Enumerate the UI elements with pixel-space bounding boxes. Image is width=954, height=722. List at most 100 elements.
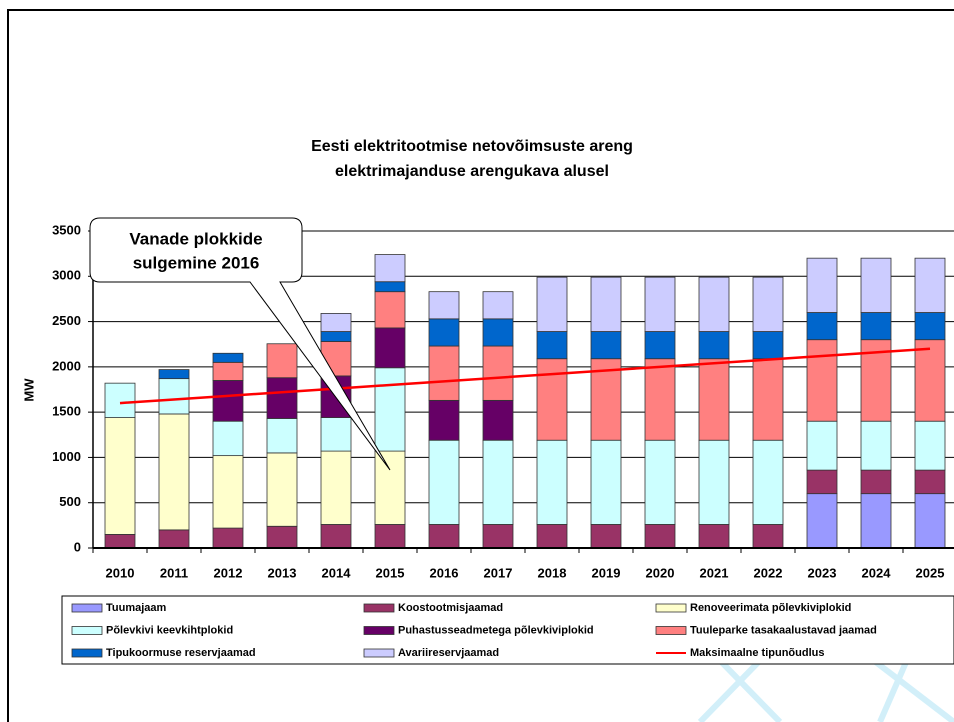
bar-segment xyxy=(483,440,513,524)
bar-segment xyxy=(159,379,189,414)
legend-label: Maksimaalne tipunõudlus xyxy=(690,647,824,659)
x-tick-label: 2017 xyxy=(484,565,513,580)
bar-segment xyxy=(375,368,405,451)
bar-segment xyxy=(699,359,729,441)
legend-swatch xyxy=(364,627,394,635)
bar-segment xyxy=(213,456,243,528)
bar-segment xyxy=(753,440,783,524)
bar-segment xyxy=(375,292,405,328)
bar-segment xyxy=(861,470,891,494)
x-tick-label: 2019 xyxy=(592,565,621,580)
x-tick-label: 2016 xyxy=(430,565,459,580)
x-tick-label: 2011 xyxy=(160,565,188,580)
x-tick-label: 2020 xyxy=(646,565,675,580)
bar-segment xyxy=(213,421,243,455)
bar-segment xyxy=(861,421,891,470)
bar-segment xyxy=(591,440,621,524)
x-tick-label: 2012 xyxy=(214,565,243,580)
bar-segment xyxy=(267,453,297,526)
bar-segment xyxy=(753,277,783,331)
x-tick-label: 2023 xyxy=(808,565,837,580)
bar-segment xyxy=(213,380,243,421)
bar-segment xyxy=(483,292,513,319)
chart-title: elektrimajanduse arengukava alusel xyxy=(335,163,609,180)
legend-swatch xyxy=(364,649,394,657)
bar-segment xyxy=(105,383,135,417)
bar-segment xyxy=(645,440,675,524)
bar-segment xyxy=(483,319,513,346)
legend-label: Tuuleparke tasakaalustavad jaamad xyxy=(690,624,877,636)
bar-segment xyxy=(483,524,513,548)
bar-segment xyxy=(321,332,351,342)
bar-segment xyxy=(915,258,945,312)
bar-segment xyxy=(537,332,567,359)
bar-segment xyxy=(375,255,405,282)
bar-segment xyxy=(645,524,675,548)
bar-segment xyxy=(807,494,837,548)
legend-label: Avariireservjaamad xyxy=(398,647,499,659)
y-tick-label: 2500 xyxy=(52,313,81,328)
bar-segment xyxy=(807,340,837,422)
bar-segment xyxy=(645,359,675,441)
bar-segment xyxy=(699,524,729,548)
bar-segment xyxy=(213,362,243,380)
bar-segment xyxy=(699,277,729,331)
bar-segment xyxy=(267,418,297,452)
bar-segment xyxy=(807,470,837,494)
bar-segment xyxy=(699,440,729,524)
x-tick-label: 2021 xyxy=(700,565,729,580)
bar-segment xyxy=(483,400,513,440)
bar-segment xyxy=(645,332,675,359)
x-tick-label: 2014 xyxy=(322,565,352,580)
bar-segment xyxy=(375,282,405,292)
bar-segment xyxy=(537,524,567,548)
legend-label: Tuumajaam xyxy=(106,602,167,614)
bar-segment xyxy=(591,524,621,548)
bar-segment xyxy=(429,524,459,548)
annotation: Vanade plokkide xyxy=(129,229,262,248)
bar-segment xyxy=(159,370,189,379)
legend-swatch xyxy=(72,627,102,635)
y-tick-label: 500 xyxy=(59,494,81,509)
bar-segment xyxy=(159,414,189,530)
y-axis-label: MW xyxy=(21,378,36,402)
chart: Eesti elektritootmise netovõimsuste aren… xyxy=(0,0,954,722)
bar-segment xyxy=(807,313,837,340)
x-tick-label: 2024 xyxy=(862,565,892,580)
bar-segment xyxy=(753,524,783,548)
bar-segment xyxy=(915,340,945,422)
bar-segment xyxy=(267,526,297,548)
x-tick-label: 2015 xyxy=(376,565,405,580)
bar-segment xyxy=(213,353,243,362)
bar-segment xyxy=(429,440,459,524)
x-tick-label: 2013 xyxy=(268,565,297,580)
bar-segment xyxy=(807,258,837,312)
bar-segment xyxy=(591,277,621,331)
bar-segment xyxy=(375,451,405,524)
bar-segment xyxy=(915,313,945,340)
bar-segment xyxy=(321,451,351,524)
bar-segment xyxy=(915,470,945,494)
bar-segment xyxy=(537,277,567,331)
legend-label: Puhastusseadmetega põlevkiviplokid xyxy=(398,624,594,636)
bar-segment xyxy=(915,494,945,548)
bar-segment xyxy=(105,418,135,535)
bar-segment xyxy=(375,524,405,548)
x-tick-label: 2025 xyxy=(916,565,945,580)
legend-label: Koostootmisjaamad xyxy=(398,602,503,614)
bar-segment xyxy=(915,421,945,470)
bar-segment xyxy=(537,440,567,524)
x-tick-label: 2018 xyxy=(538,565,567,580)
bar-segment xyxy=(537,359,567,441)
bar-segment xyxy=(213,528,243,548)
legend-swatch xyxy=(364,604,394,612)
legend-label: Tipukoormuse reservjaamad xyxy=(106,647,256,659)
legend-swatch xyxy=(72,604,102,612)
bar-segment xyxy=(591,332,621,359)
bar-segment xyxy=(699,332,729,359)
y-tick-label: 2000 xyxy=(52,358,81,373)
bar-segment xyxy=(429,400,459,440)
y-tick-label: 3000 xyxy=(52,268,81,283)
bar-segment xyxy=(429,346,459,400)
legend-swatch xyxy=(72,649,102,657)
